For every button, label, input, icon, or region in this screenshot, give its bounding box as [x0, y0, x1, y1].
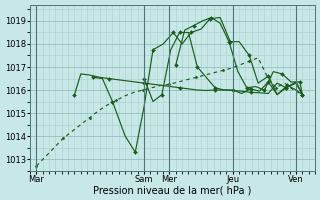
X-axis label: Pression niveau de la mer( hPa ): Pression niveau de la mer( hPa ): [93, 185, 252, 195]
